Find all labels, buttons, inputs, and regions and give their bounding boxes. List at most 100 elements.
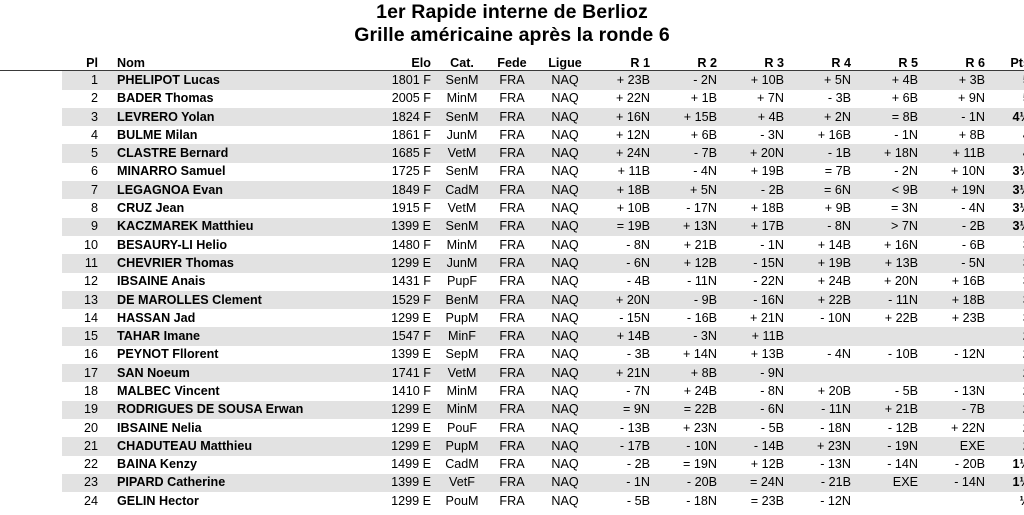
cell-round-1: + 20N	[616, 292, 650, 307]
column-header-category: Cat.	[450, 56, 474, 71]
cell-round-4: - 3B	[827, 91, 851, 106]
table-row: 21 CHADUTEAU Matthieu 1299 E PupM FRA NAQ - 17…	[0, 437, 1024, 456]
cell-elo: 2005 F	[391, 91, 431, 106]
cell-round-2: + 12B	[683, 255, 717, 270]
cell-points: 3	[995, 273, 1024, 291]
cell-place: 20	[83, 420, 98, 435]
cell-round-1: - 7N	[626, 383, 650, 398]
cell-league: NAQ	[551, 109, 579, 124]
cell-round-2: - 2N	[693, 72, 717, 87]
cell-round-1: + 14B	[616, 329, 650, 344]
cell-round-3: + 20N	[750, 146, 784, 161]
cell-name: LEVRERO Yolan	[117, 109, 215, 124]
cell-round-1: + 22N	[616, 91, 650, 106]
cell-round-1: - 15N	[619, 310, 650, 325]
cell-name: CHEVRIER Thomas	[117, 255, 234, 270]
cell-round-3: = 23B	[750, 493, 784, 508]
cell-federation: FRA	[499, 237, 525, 252]
cell-round-2: - 16B	[686, 310, 717, 325]
cell-federation: FRA	[499, 310, 525, 325]
cell-elo: 1685 F	[391, 146, 431, 161]
cell-round-2: - 4N	[693, 164, 717, 179]
cell-round-2: + 24B	[683, 383, 717, 398]
row-spacer-left	[0, 107, 62, 127]
cell-round-4: + 24B	[817, 274, 851, 289]
cell-league: NAQ	[551, 182, 579, 197]
table-row: 4 BULME Milan 1861 F JunM FRA NAQ + 12N + 6B - 3…	[0, 126, 1024, 145]
cell-category: JunM	[446, 255, 478, 270]
cell-points: 3	[995, 309, 1024, 327]
cell-federation: FRA	[499, 365, 525, 380]
cell-place: 12	[83, 274, 98, 289]
row-spacer-left	[0, 290, 62, 310]
cell-league: NAQ	[551, 292, 579, 307]
cell-round-4	[794, 327, 861, 345]
cell-round-3: - 6N	[760, 402, 784, 417]
table-row: 14 HASSAN Jad 1299 E PupM FRA NAQ - 15N - 16B + …	[0, 309, 1024, 328]
cell-place: 11	[84, 255, 98, 270]
cell-round-1: + 18B	[616, 182, 650, 197]
cell-federation: FRA	[499, 292, 525, 307]
cell-round-3: - 14B	[753, 438, 784, 453]
row-spacer-left	[0, 272, 62, 291]
cell-name: PIPARD Catherine	[117, 475, 226, 490]
cell-round-2: + 13N	[683, 219, 717, 234]
cell-federation: FRA	[499, 438, 525, 453]
cell-league: NAQ	[551, 420, 579, 435]
table-row: 24 GELIN Hector 1299 E PouM FRA NAQ - 5B - 18N =…	[0, 492, 1024, 511]
row-spacer-left	[0, 199, 62, 218]
cell-place: 10	[83, 237, 98, 252]
cell-round-5: - 12B	[887, 420, 918, 435]
cell-round-6: + 16B	[951, 274, 985, 289]
cell-round-1: = 9N	[623, 402, 650, 417]
cell-category: PupF	[446, 274, 478, 289]
cell-category: MinF	[448, 329, 476, 344]
cell-round-3: - 8N	[760, 383, 784, 398]
row-spacer-left	[0, 89, 62, 108]
cell-points: 2	[995, 327, 1024, 345]
cell-name: CHADUTEAU Matthieu	[117, 438, 253, 453]
cell-round-3: + 10B	[750, 72, 784, 87]
cell-round-5: < 9B	[891, 182, 918, 197]
cell-league: NAQ	[551, 475, 579, 490]
table-row: 8 CRUZ Jean 1915 F VetM FRA NAQ + 10B - 17N + 18…	[0, 199, 1024, 218]
table-row: 12 IBSAINE Anais 1431 F PupF FRA NAQ - 4B - 11N…	[0, 272, 1024, 291]
cell-round-3: - 15N	[753, 255, 784, 270]
cell-elo: 1499 E	[391, 457, 431, 472]
cell-name: KACZMAREK Matthieu	[117, 219, 254, 234]
table-row: 16 PEYNOT Fllorent 1399 E SepM FRA NAQ - 3B + 1…	[0, 345, 1024, 365]
cell-elo: 1849 F	[391, 182, 431, 197]
cell-round-5: - 19N	[887, 438, 918, 453]
cell-round-1: - 8N	[626, 237, 650, 252]
cell-place: 4	[90, 127, 98, 142]
cell-name: BESAURY-LI Helio	[117, 237, 228, 252]
tournament-subtitle: Grille américaine après la ronde 6	[354, 24, 670, 46]
table-row: 20 IBSAINE Nelia 1299 E PouF FRA NAQ - 13B + 23…	[0, 418, 1024, 438]
cell-elo: 1299 E	[391, 493, 431, 508]
cell-federation: FRA	[499, 255, 525, 270]
cell-points: 3½	[1012, 164, 1024, 179]
row-spacer-left	[0, 455, 62, 474]
cell-round-4: - 21B	[820, 475, 851, 490]
cell-round-4: - 1B	[827, 146, 851, 161]
table-row: 5 CLASTRE Bernard 1685 F VetM FRA NAQ + 24N - 7…	[0, 144, 1024, 163]
cell-federation: FRA	[499, 475, 525, 490]
cell-federation: FRA	[499, 493, 525, 508]
cell-round-1: - 13B	[619, 420, 650, 435]
cell-league: NAQ	[551, 91, 579, 106]
header-row: Pl Nom Elo Cat. Fede Ligue R 1 R 2 R 3 R…	[0, 52, 1024, 71]
cell-round-6: + 11B	[952, 146, 985, 161]
cell-round-2: - 17N	[686, 201, 717, 216]
cell-round-3: - 1N	[760, 237, 784, 252]
row-spacer-left	[0, 345, 62, 365]
cell-round-1: - 4B	[626, 274, 650, 289]
cell-federation: FRA	[499, 219, 525, 234]
cell-points: 3½	[1012, 219, 1024, 234]
cell-federation: FRA	[499, 72, 525, 87]
cell-round-2: + 6B	[690, 127, 717, 142]
cell-place: 23	[83, 475, 98, 490]
cell-league: NAQ	[551, 274, 579, 289]
cell-league: NAQ	[551, 127, 579, 142]
cell-round-6: - 1N	[961, 109, 985, 124]
